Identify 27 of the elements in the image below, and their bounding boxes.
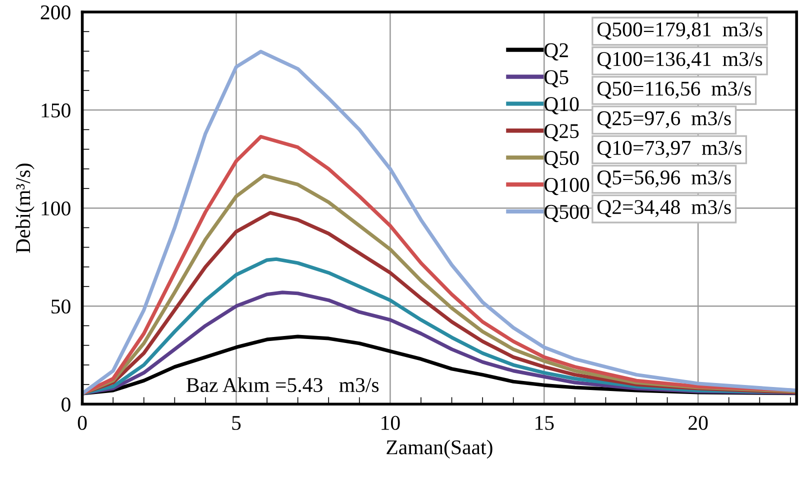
x-tick-label: 20 bbox=[688, 416, 708, 430]
y-tick-label: 200 bbox=[40, 5, 70, 20]
legend-label: Q100 bbox=[544, 178, 590, 196]
annotation: Baz Akım =5.43 m3/s bbox=[186, 377, 379, 392]
annotation: Q25=97,6 m3/s bbox=[597, 111, 731, 128]
x-axis-title: Zaman(Saat) bbox=[386, 440, 492, 459]
annotation: Q50=116,56 m3/s bbox=[597, 82, 751, 99]
x-tick-label: 0 bbox=[78, 416, 87, 430]
legend-label: Q25 bbox=[544, 124, 579, 142]
y-axis-title: Debi(m³/s) bbox=[15, 164, 34, 253]
x-tick-label: 10 bbox=[382, 416, 400, 430]
legend-label: Q500 bbox=[544, 204, 590, 222]
y-tick-label: 50 bbox=[52, 299, 70, 314]
x-tick-label: 15 bbox=[536, 416, 554, 430]
annotation: Q5=56,96 m3/s bbox=[597, 170, 731, 188]
legend-label: Q5 bbox=[544, 70, 568, 88]
annotation: Q10=73,97 m3/s bbox=[597, 140, 742, 158]
legend-label: Q10 bbox=[544, 97, 579, 114]
y-tick-label: 0 bbox=[62, 398, 70, 412]
legend-label: Q50 bbox=[544, 150, 579, 168]
annotation: Q100=136,41 m3/s bbox=[597, 52, 762, 70]
x-tick-label: 5 bbox=[232, 416, 241, 430]
annotation: Q500=179,81 m3/s bbox=[597, 22, 762, 40]
legend-label: Q2 bbox=[544, 43, 568, 60]
y-tick-label: 150 bbox=[42, 103, 70, 118]
y-tick-label: 100 bbox=[42, 201, 70, 216]
annotation: Q2=34,48 m3/s bbox=[597, 200, 731, 218]
